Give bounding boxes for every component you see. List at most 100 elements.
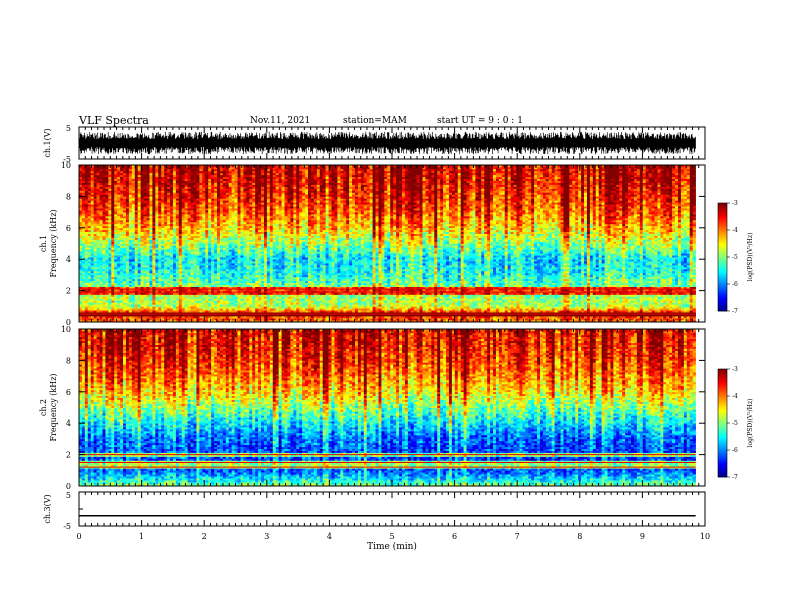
ch1-spec-cell [205, 191, 208, 193]
ch1-spec-cell [179, 279, 182, 281]
ch1-spec-cell [102, 220, 105, 222]
ch1-spec-cell [126, 245, 129, 247]
ch1-spec-cell [141, 244, 144, 246]
ch1-spec-cell [97, 216, 100, 218]
ch1-spec-cell [167, 281, 170, 283]
ch1-spec-cell [152, 173, 155, 175]
ch1-spec-cell [82, 177, 85, 179]
ch1-spec-cell [129, 198, 132, 200]
ch1-spec-cell [126, 210, 129, 212]
ch1-spec-cell [126, 240, 129, 242]
ch1-spec-cell [111, 295, 114, 297]
ch1-spec-cell [120, 200, 123, 202]
ch1-spec-cell [105, 300, 108, 302]
ch1-spec-cell [114, 218, 117, 220]
ch1-spec-cell [111, 185, 114, 187]
ch1-spec-cell [105, 236, 108, 238]
ch1-spec-cell [167, 269, 170, 271]
ch1-spec-cell [194, 295, 197, 297]
ch1-spec-cell [105, 212, 108, 214]
ch1-spec-cell [176, 296, 179, 298]
ch1-spec-cell [126, 192, 129, 194]
ch1-spec-cell [126, 175, 129, 177]
ch1-spec-cell [132, 304, 135, 306]
ch1-spec-cell [188, 185, 191, 187]
ch1-spec-cell [179, 177, 182, 179]
ch1-spec-cell [117, 293, 120, 295]
ch1-spec-cell [158, 175, 161, 177]
ch1-spec-cell [185, 198, 188, 200]
ch1-spec-cell [182, 224, 185, 226]
ch1-spec-cell [196, 308, 199, 310]
ch1-spec-cell [111, 245, 114, 247]
ch1-spec-cell [94, 202, 97, 204]
ch1-spec-cell [170, 296, 173, 298]
ch1-spec-cell [164, 230, 167, 232]
ch1-spec-cell [105, 187, 108, 189]
ch1-spec-cell [161, 295, 164, 297]
ch1-spec-cell [176, 302, 179, 304]
ch1-spec-cell [132, 267, 135, 269]
ch1-spec-cell [135, 204, 138, 206]
ch1-spec-cell [176, 216, 179, 218]
ch1-spec-cell [114, 310, 117, 312]
ch1-spec-cell [100, 318, 103, 320]
ch1-spec-cell [155, 259, 158, 261]
ch1-spec-cell [135, 200, 138, 202]
ch1-spec-cell [91, 196, 94, 198]
ch1-spec-cell [185, 192, 188, 194]
ch1-spec-cell [164, 283, 167, 285]
ch1-spec-cell [185, 265, 188, 267]
ch1-spec-cell [205, 202, 208, 204]
ch1-spec-cell [100, 228, 103, 230]
ch1-spec-cell [170, 293, 173, 295]
ch1-spec-cell [176, 218, 179, 220]
ch1-spec-cell [138, 236, 141, 238]
ch1-spec-cell [100, 279, 103, 281]
ch1-spec-cell [123, 204, 126, 206]
ch1-spec-cell [129, 234, 132, 236]
ch1-spec-cell [144, 275, 147, 277]
ch1-spec-cell [152, 185, 155, 187]
ch1-spec-cell [129, 285, 132, 287]
ch1-spec-cell [199, 259, 202, 261]
ch1-spec-cell [149, 267, 152, 269]
ch1-spec-cell [82, 214, 85, 216]
ch1-spec-cell [182, 171, 185, 173]
ch1-spec-cell [167, 214, 170, 216]
ch1-spec-cell [161, 187, 164, 189]
ch1-spec-cell [196, 196, 199, 198]
ch1-spec-cell [120, 281, 123, 283]
ch1-spec-cell [141, 200, 144, 202]
ch1-spec-cell [85, 283, 88, 285]
ch1-spec-cell [191, 214, 194, 216]
ch1-spec-cell [94, 196, 97, 198]
ch1-spec-cell [120, 244, 123, 246]
ch1-spec-cell [138, 283, 141, 285]
ch1-spec-cell [147, 275, 150, 277]
ch1-spec-cell [191, 281, 194, 283]
ch1-spec-cell [161, 293, 164, 295]
ch1-spec-cell [108, 177, 111, 179]
ch1-spec-cell [202, 238, 205, 240]
ch1-spec-cell [105, 296, 108, 298]
ch1-spec-cell [132, 189, 135, 191]
ch1-spec-cell [123, 279, 126, 281]
ch1-spec-cell [117, 238, 120, 240]
ch1-spec-cell [149, 244, 152, 246]
ch1-spec-cell [170, 202, 173, 204]
ch1-spec-cell [85, 194, 88, 196]
ch1-spec-cell [199, 208, 202, 210]
ch1-spec-cell [129, 194, 132, 196]
ch1-spec-cell [82, 271, 85, 273]
ch1-spec-cell [94, 179, 97, 181]
ch1-spec-cell [138, 196, 141, 198]
ch1-spec-cell [147, 230, 150, 232]
ch1-spec-cell [176, 240, 179, 242]
ch1-spec-cell [205, 255, 208, 257]
ch1-spec-cell [85, 238, 88, 240]
ch1-spec-cell [108, 214, 111, 216]
ch1-spec-cell [155, 212, 158, 214]
ch1-spec-cell [135, 236, 138, 238]
ch1-spec-cell [152, 194, 155, 196]
